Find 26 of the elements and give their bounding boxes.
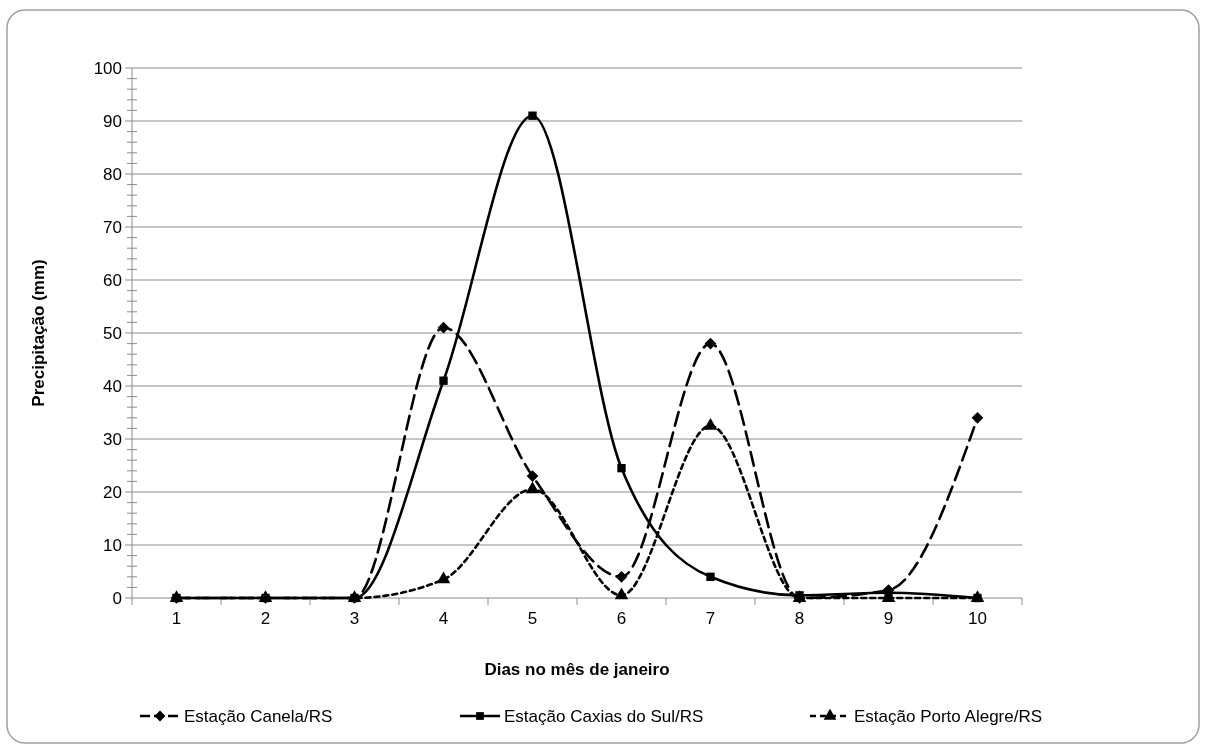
x-tick-label: 6 [616,609,627,628]
y-tick-label: 60 [103,270,122,290]
y-tick-label: 30 [103,429,122,449]
y-tick-label: 50 [103,323,122,343]
y-tick-label: 90 [103,111,122,131]
x-tick-label: 9 [883,609,894,628]
x-tick-label: 2 [260,609,271,628]
y-tick-label: 80 [103,164,122,184]
y-tick-label: 40 [103,376,122,396]
y-tick-label: 70 [103,217,122,237]
x-tick-label: 7 [705,609,716,628]
x-tick-label: 10 [968,609,987,628]
x-tick-label: 4 [438,609,449,628]
y-tick-label: 0 [112,588,122,608]
legend-label: Estação Canela/RS [184,706,333,726]
x-tick-label: 1 [171,609,182,628]
legend-label: Estação Porto Alegre/RS [854,706,1043,726]
x-tick-label: 3 [349,609,360,628]
y-axis-title: Precipitação (mm) [29,259,48,407]
legend-label: Estação Caxias do Sul/RS [504,706,704,726]
y-tick-label: 20 [103,482,122,502]
x-tick-label: 5 [527,609,538,628]
y-tick-label: 10 [103,535,122,555]
x-axis-title: Dias no mês de janeiro [484,660,670,679]
x-tick-label: 8 [794,609,805,628]
y-tick-label: 100 [93,58,122,78]
